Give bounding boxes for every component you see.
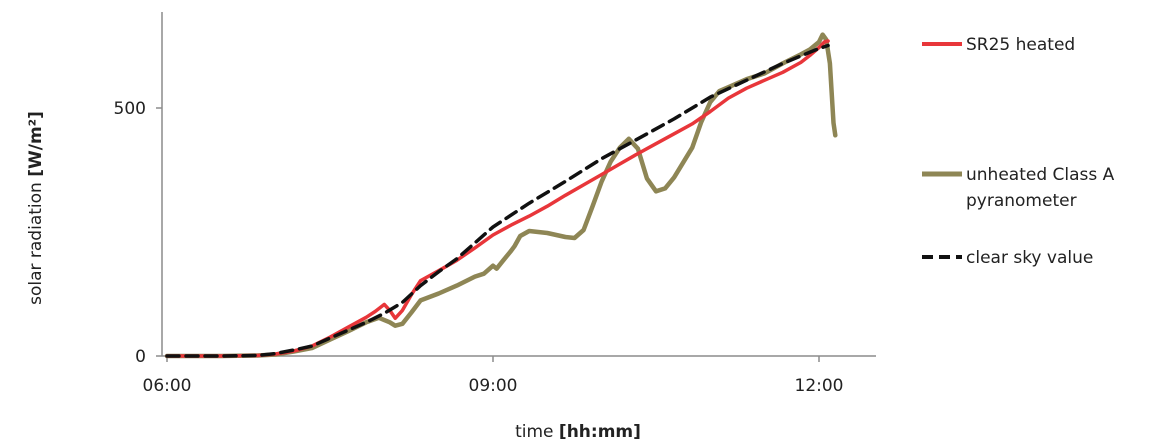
- x-axis-label: time: [515, 422, 553, 442]
- legend-label-clear-sky: clear sky value: [966, 248, 1093, 268]
- y-axis-unit: [W/m²]: [26, 111, 46, 177]
- series-line-sr25-heated: [165, 39, 830, 358]
- y-tick-label: 0: [135, 347, 146, 367]
- series-line-unheated-pyranometer: [164, 32, 838, 359]
- y-axis-title: solar radiation [W/m²]: [26, 111, 46, 305]
- chart-axes: [161, 12, 876, 357]
- legend-label-sr25: SR25 heated: [966, 35, 1075, 55]
- series-layer: [164, 32, 838, 359]
- x-tick-label: 09:00: [469, 376, 518, 396]
- axis-ticks: 06:00 09:00 12:00 0 500: [114, 99, 844, 396]
- x-axis-title: time [hh:mm]: [515, 422, 641, 442]
- series-line-clear-sky: [165, 43, 830, 358]
- y-axis-label: solar radiation: [26, 182, 46, 305]
- x-axis-unit: [hh:mm]: [559, 422, 641, 442]
- y-tick-label: 500: [114, 99, 146, 119]
- x-tick-label: 12:00: [795, 376, 844, 396]
- x-tick-label: 06:00: [143, 376, 192, 396]
